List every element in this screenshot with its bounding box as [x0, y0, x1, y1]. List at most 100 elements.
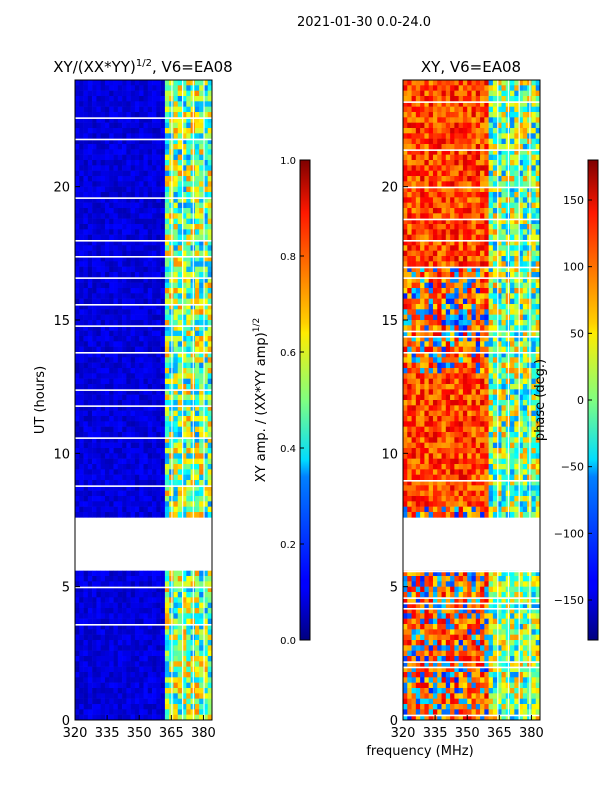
heatmap-cell — [143, 160, 149, 166]
heatmap-cell — [199, 581, 204, 587]
heatmap-cell — [182, 128, 187, 134]
heatmap-cell — [471, 96, 477, 102]
heatmap-cell — [83, 336, 89, 342]
heatmap-cell — [75, 85, 80, 91]
heatmap-cell — [113, 656, 119, 662]
heatmap-cell — [186, 170, 191, 177]
heatmap-cell — [186, 698, 191, 705]
heatmap-cell — [182, 453, 187, 459]
heatmap-cell — [96, 122, 101, 129]
heatmap-cell — [428, 186, 434, 193]
heatmap-cell — [207, 645, 212, 651]
heatmap-cell — [514, 202, 519, 209]
heatmap-cell — [518, 112, 524, 118]
heatmap-cell — [160, 512, 166, 518]
heatmap-cell — [403, 256, 408, 262]
heatmap-cell — [173, 618, 179, 625]
heatmap-cell — [535, 85, 540, 91]
heatmap-cell — [100, 250, 106, 257]
heatmap-cell — [143, 464, 149, 470]
heatmap-cell — [130, 272, 136, 278]
heatmap-cell — [109, 464, 114, 470]
heatmap-cell — [104, 320, 110, 326]
heatmap-cell — [126, 426, 131, 433]
heatmap-cell — [143, 586, 149, 593]
heatmap-cell — [160, 682, 166, 689]
heatmap-cell — [152, 325, 157, 331]
heatmap-cell — [182, 714, 187, 720]
colorbar-tick-label: 0.2 — [280, 540, 296, 551]
heatmap-cell — [164, 634, 170, 641]
heatmap-cell — [407, 90, 412, 97]
heatmap-cell — [96, 256, 101, 262]
heatmap-cell — [411, 229, 417, 235]
heatmap-cell — [480, 165, 485, 171]
heatmap-cell — [492, 309, 498, 315]
heatmap-cell — [164, 133, 170, 139]
heatmap-cell — [207, 170, 212, 177]
heatmap-cell — [501, 96, 507, 102]
heatmap-cell — [194, 240, 200, 246]
heatmap-cell — [109, 421, 114, 427]
heatmap-cell — [100, 320, 106, 326]
heatmap-cell — [79, 245, 84, 251]
heatmap-cell — [432, 208, 438, 214]
heatmap-cell — [104, 90, 110, 97]
heatmap-cell — [403, 309, 408, 315]
heatmap-cell — [182, 506, 187, 513]
heatmap-cell — [79, 330, 84, 337]
heatmap-cell — [113, 325, 119, 331]
heatmap-cell — [432, 117, 438, 123]
heatmap-cell — [79, 224, 84, 230]
heatmap-cell — [177, 704, 183, 710]
heatmap-cell — [535, 261, 540, 267]
heatmap-cell — [92, 496, 97, 502]
heatmap-cell — [207, 202, 212, 209]
heatmap-cell — [83, 714, 89, 720]
heatmap-cell — [403, 85, 408, 91]
heatmap-cell — [471, 229, 477, 235]
heatmap-cell — [104, 202, 110, 209]
heatmap-cell — [164, 304, 170, 310]
heatmap-cell — [492, 90, 498, 97]
heatmap-cell — [450, 293, 455, 299]
heatmap-cell — [480, 160, 485, 166]
heatmap-cell — [420, 128, 425, 134]
heatmap-cell — [113, 410, 119, 417]
heatmap-cell — [126, 512, 131, 518]
heatmap-cell — [203, 272, 209, 278]
heatmap-cell — [207, 421, 212, 427]
heatmap-cell — [134, 250, 140, 257]
heatmap-cell — [518, 240, 524, 246]
heatmap-cell — [207, 661, 212, 667]
heatmap-cell — [126, 640, 131, 646]
heatmap-cell — [160, 378, 166, 385]
heatmap-cell — [147, 250, 153, 257]
heatmap-cell — [109, 570, 114, 577]
heatmap-cell — [207, 608, 212, 614]
heatmap-cell — [79, 181, 84, 187]
heatmap-cell — [403, 304, 408, 310]
heatmap-cell — [194, 298, 200, 305]
heatmap-cell — [454, 128, 459, 134]
heatmap-cell — [475, 181, 481, 187]
heatmap-cell — [87, 181, 93, 187]
heatmap-cell — [160, 496, 166, 502]
heatmap-cell — [415, 272, 421, 278]
heatmap-cell — [134, 122, 140, 129]
heatmap-cell — [488, 245, 494, 251]
heatmap-cell — [164, 666, 170, 673]
heatmap-cell — [467, 122, 472, 129]
heatmap-cell — [83, 618, 89, 625]
heatmap-cell — [117, 197, 123, 203]
heatmap-cell — [75, 357, 80, 363]
heatmap-cell — [122, 693, 127, 699]
heatmap-cell — [92, 506, 97, 513]
heatmap-cell — [122, 320, 127, 326]
heatmap-cell — [471, 240, 477, 246]
heatmap-cell — [109, 96, 114, 102]
heatmap-cell — [497, 85, 502, 91]
heatmap-cell — [454, 170, 459, 177]
heatmap-cell — [113, 240, 119, 246]
heatmap-cell — [130, 458, 136, 465]
